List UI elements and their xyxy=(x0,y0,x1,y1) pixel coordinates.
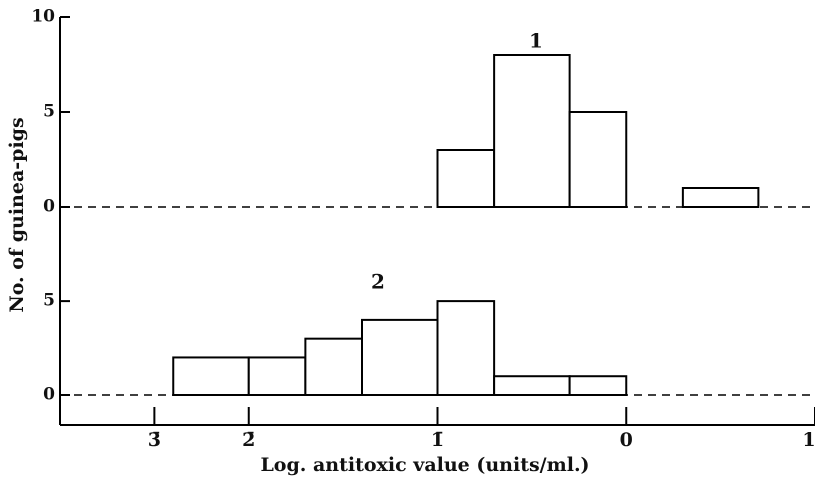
panel-label: 2 xyxy=(371,270,385,294)
bar xyxy=(304,337,363,396)
bar xyxy=(247,356,307,397)
bar xyxy=(361,318,439,396)
bar xyxy=(436,149,496,208)
bar xyxy=(568,111,628,208)
y-tick-label: 0 xyxy=(43,385,55,405)
x-tick-label: 0 xyxy=(620,429,633,451)
bar xyxy=(436,300,496,396)
y-tick-label: 5 xyxy=(43,102,55,122)
bar xyxy=(493,375,571,397)
x-axis-label: Log. antitoxic value (units/ml.) xyxy=(260,454,589,476)
y-tick-label: 10 xyxy=(31,7,55,27)
bar xyxy=(681,187,760,208)
bar xyxy=(172,356,250,397)
bar xyxy=(568,375,628,397)
x-tick-label: 1 xyxy=(802,429,815,451)
x-tick-label: 3̄ xyxy=(148,429,161,451)
panel-label: 1 xyxy=(529,29,543,53)
y-tick-label: 0 xyxy=(43,197,55,217)
y-tick-label: 5 xyxy=(43,291,55,311)
y-axis-label: No. of guinea-pigs xyxy=(6,117,28,312)
bar xyxy=(493,54,571,208)
x-tick-label: 2̄ xyxy=(242,429,255,451)
x-tick-label: 1̄ xyxy=(431,429,444,451)
